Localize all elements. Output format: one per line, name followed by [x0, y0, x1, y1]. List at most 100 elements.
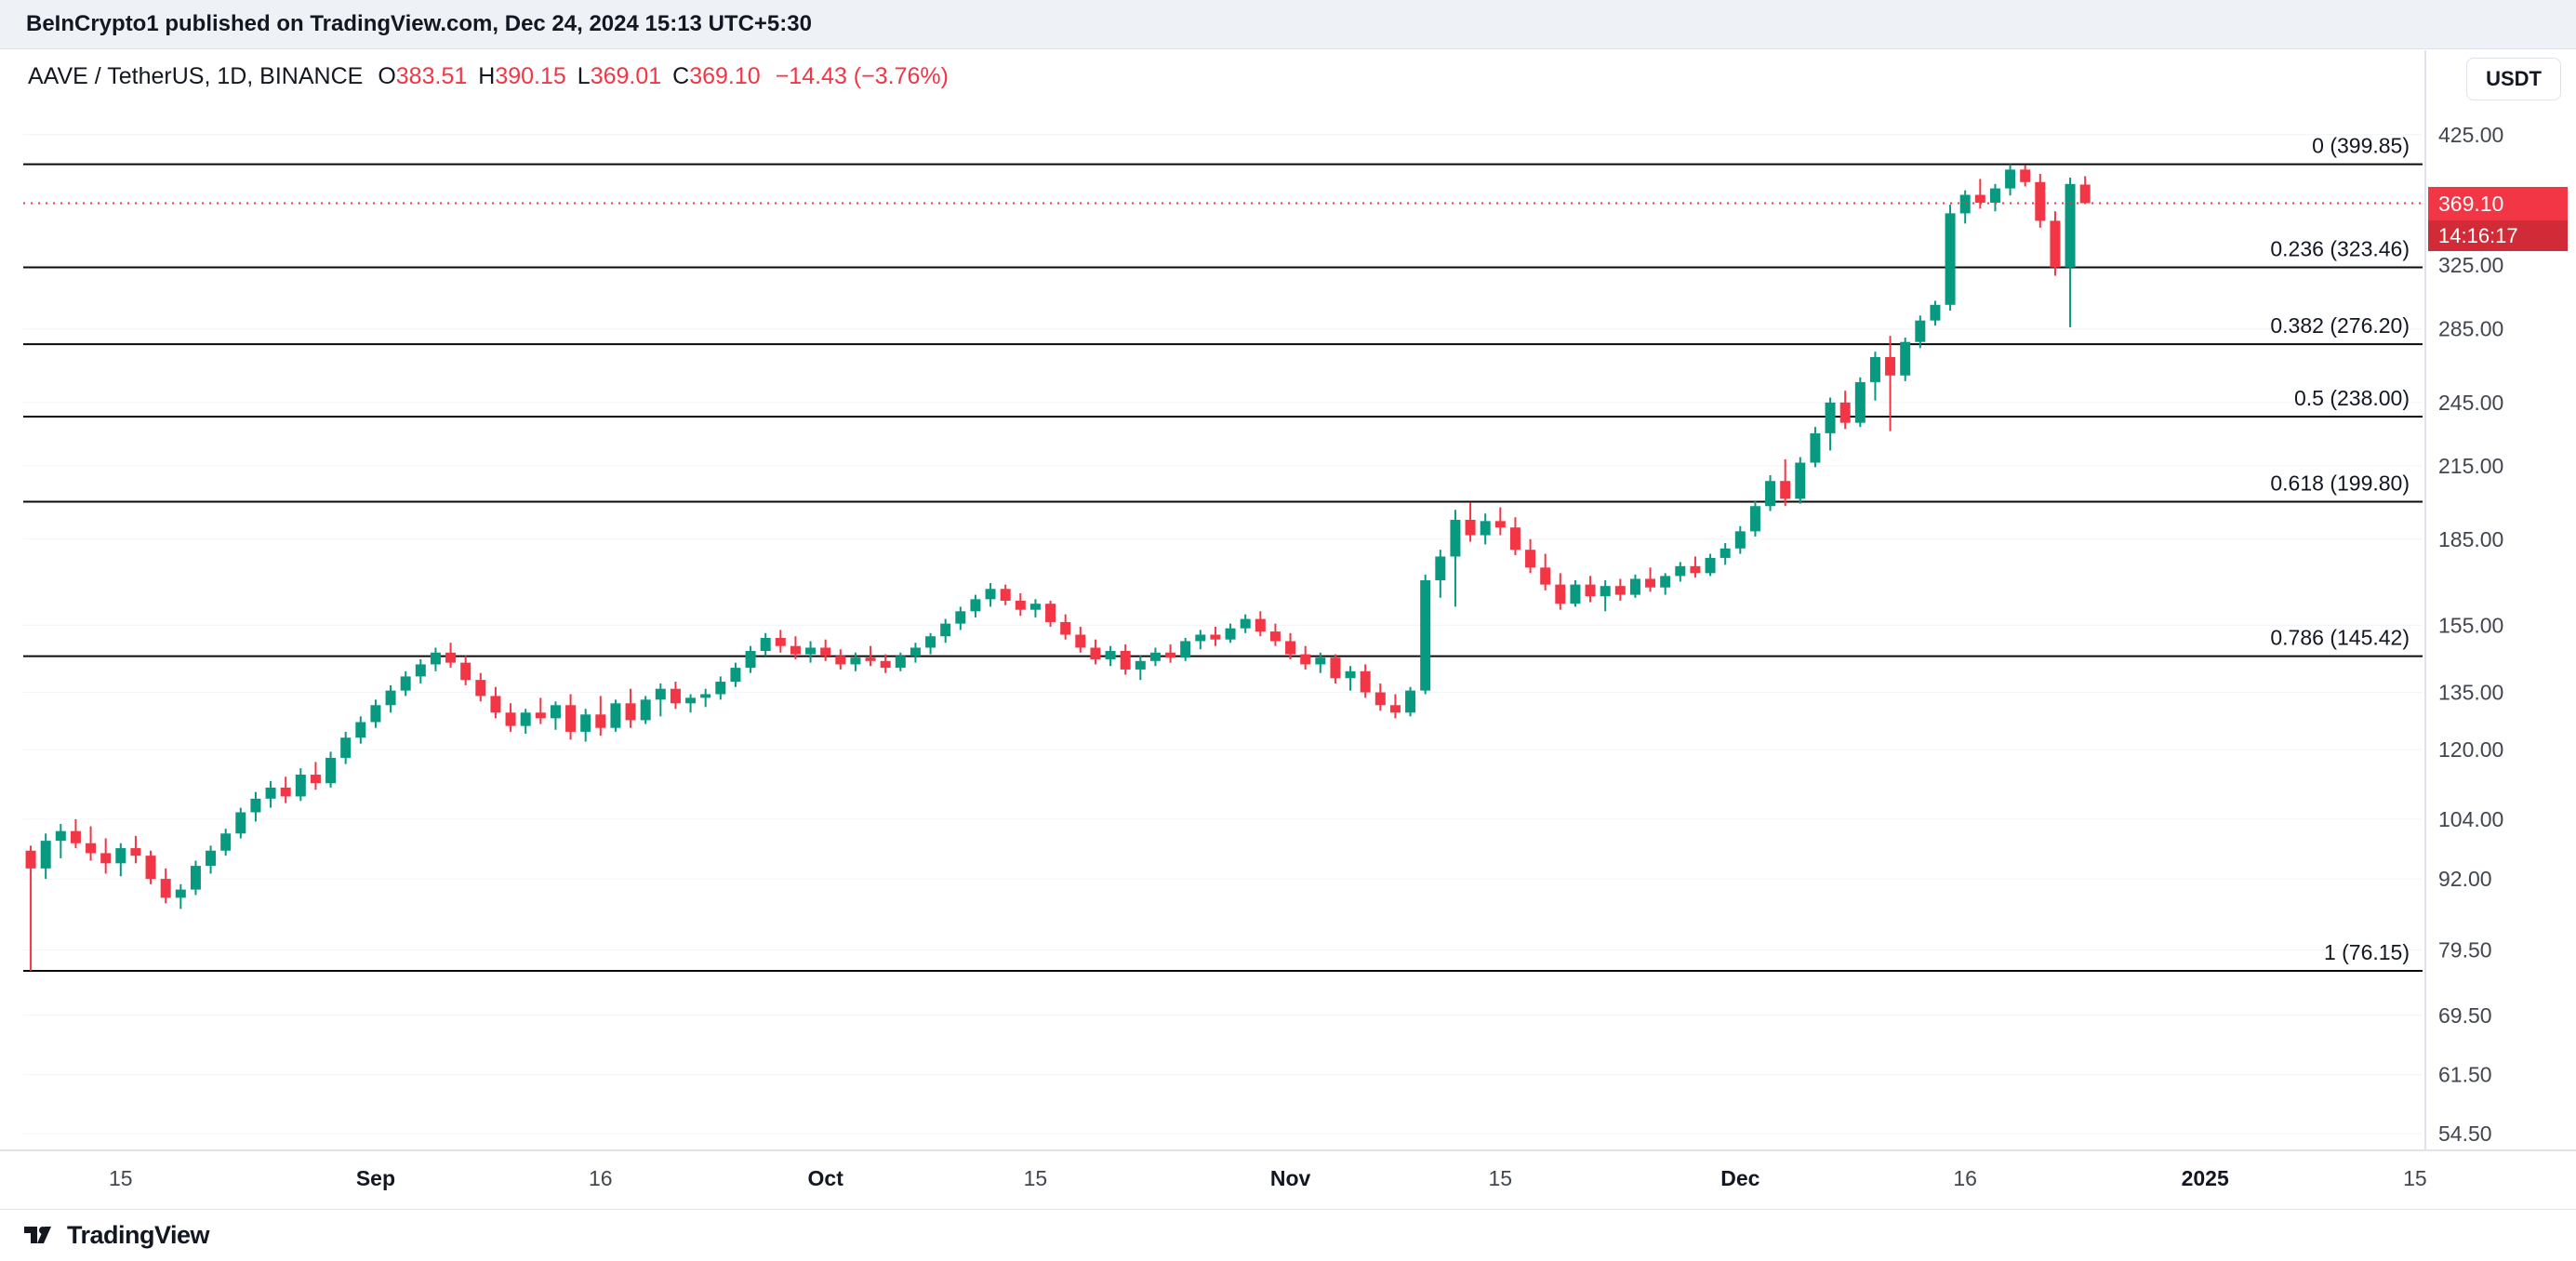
candle — [1225, 628, 1236, 640]
candle — [580, 714, 591, 732]
candle — [715, 682, 726, 695]
currency-toggle-button[interactable]: USDT — [2466, 58, 2561, 100]
candle — [1345, 670, 1356, 679]
last-price-badge: 369.10 — [2428, 187, 2568, 220]
candle — [1825, 402, 1836, 433]
candle — [1675, 565, 1686, 577]
candle — [1149, 652, 1161, 661]
candle — [760, 637, 771, 652]
candle — [1555, 584, 1566, 604]
candle — [280, 787, 291, 797]
candle — [1614, 586, 1626, 595]
candle — [1240, 618, 1251, 629]
candle — [805, 647, 817, 655]
candle — [505, 712, 516, 726]
candle — [1660, 576, 1671, 588]
candle — [970, 599, 981, 612]
candle — [1330, 657, 1341, 679]
ohlc-open: O383.51 — [378, 63, 468, 89]
candle — [1045, 604, 1056, 622]
candle — [100, 853, 112, 864]
time-axis-label[interactable]: Oct — [808, 1166, 844, 1190]
time-axis-label[interactable]: Nov — [1270, 1166, 1311, 1190]
fib-label: 0.382 (276.20) — [2270, 313, 2410, 338]
candle — [1795, 462, 1806, 499]
time-axis-label[interactable]: 16 — [1953, 1166, 1977, 1190]
candle — [1090, 647, 1101, 659]
price-tick-label: 120.00 — [2438, 737, 2503, 762]
candle — [655, 688, 666, 700]
candle — [295, 774, 306, 797]
candle — [1974, 194, 1985, 203]
candle — [1945, 213, 1956, 305]
tradingview-logo-icon[interactable] — [24, 1222, 58, 1250]
candle — [790, 645, 801, 655]
attribution-bar: BeInCrypto1 published on TradingView.com… — [0, 0, 2576, 49]
candle — [865, 657, 876, 661]
price-tick-label: 425.00 — [2438, 123, 2503, 147]
fib-label: 0.786 (145.42) — [2270, 626, 2410, 650]
candle — [1135, 660, 1146, 670]
candle — [220, 833, 232, 851]
candle — [1300, 654, 1311, 665]
price-tick-label: 155.00 — [2438, 613, 2503, 637]
candle — [1705, 557, 1716, 574]
symbol-title[interactable]: AAVE / TetherUS, 1D, BINANCE — [28, 63, 364, 89]
candle — [1374, 692, 1386, 706]
price-tick-label: 92.00 — [2438, 867, 2492, 891]
candle — [1480, 521, 1491, 536]
candle — [1389, 705, 1401, 713]
candle — [490, 696, 501, 713]
candle — [940, 623, 951, 637]
candle — [415, 664, 426, 677]
candle — [160, 879, 171, 898]
price-tick-label: 69.50 — [2438, 1003, 2492, 1028]
fib-label: 0.236 (323.46) — [2270, 237, 2410, 261]
candle — [850, 657, 861, 665]
candle — [1930, 304, 1941, 321]
candle — [670, 688, 681, 704]
ohlc-close: C369.10 — [672, 63, 761, 89]
attribution-text: BeInCrypto1 published on TradingView.com… — [26, 11, 812, 36]
candle — [730, 668, 741, 683]
candle — [1509, 527, 1520, 551]
candle — [640, 699, 651, 721]
candle — [1765, 481, 1776, 507]
candle — [2079, 184, 2091, 204]
candle — [895, 656, 906, 669]
candle — [400, 676, 411, 691]
candle — [1255, 618, 1266, 632]
candle — [985, 589, 996, 600]
time-axis-label[interactable]: 2025 — [2182, 1166, 2229, 1190]
candle — [775, 637, 786, 646]
time-axis-label[interactable]: Sep — [356, 1166, 395, 1190]
candle — [1720, 548, 1731, 558]
candle — [1885, 356, 1896, 376]
candle — [685, 697, 697, 704]
candle — [1494, 521, 1506, 528]
candle — [550, 705, 561, 719]
time-axis-label[interactable]: 15 — [1489, 1166, 1513, 1190]
fib-label: 0.5 (238.00) — [2294, 386, 2410, 410]
candle — [86, 843, 97, 854]
candle — [55, 830, 66, 842]
price-tick-label: 325.00 — [2438, 253, 2503, 277]
candle — [1600, 586, 1611, 597]
symbol-legend[interactable]: AAVE / TetherUS, 1D, BINANCE O383.51 H39… — [28, 63, 949, 90]
price-tick-label: 79.50 — [2438, 937, 2492, 962]
time-axis-label[interactable]: Dec — [1720, 1166, 1759, 1190]
tradingview-wordmark[interactable]: TradingView — [67, 1221, 210, 1249]
fib-label: 0.618 (199.80) — [2270, 471, 2410, 496]
time-axis-label[interactable]: 15 — [109, 1166, 133, 1190]
time-axis-label[interactable]: 15 — [1024, 1166, 1048, 1190]
candle — [1015, 600, 1026, 610]
candle — [910, 647, 921, 657]
candle — [745, 651, 756, 669]
candle — [1105, 651, 1116, 659]
time-axis-label[interactable]: 16 — [589, 1166, 613, 1190]
candle — [535, 712, 546, 719]
candle — [700, 694, 711, 698]
candle — [310, 774, 321, 784]
time-axis-label[interactable]: 15 — [2403, 1166, 2427, 1190]
